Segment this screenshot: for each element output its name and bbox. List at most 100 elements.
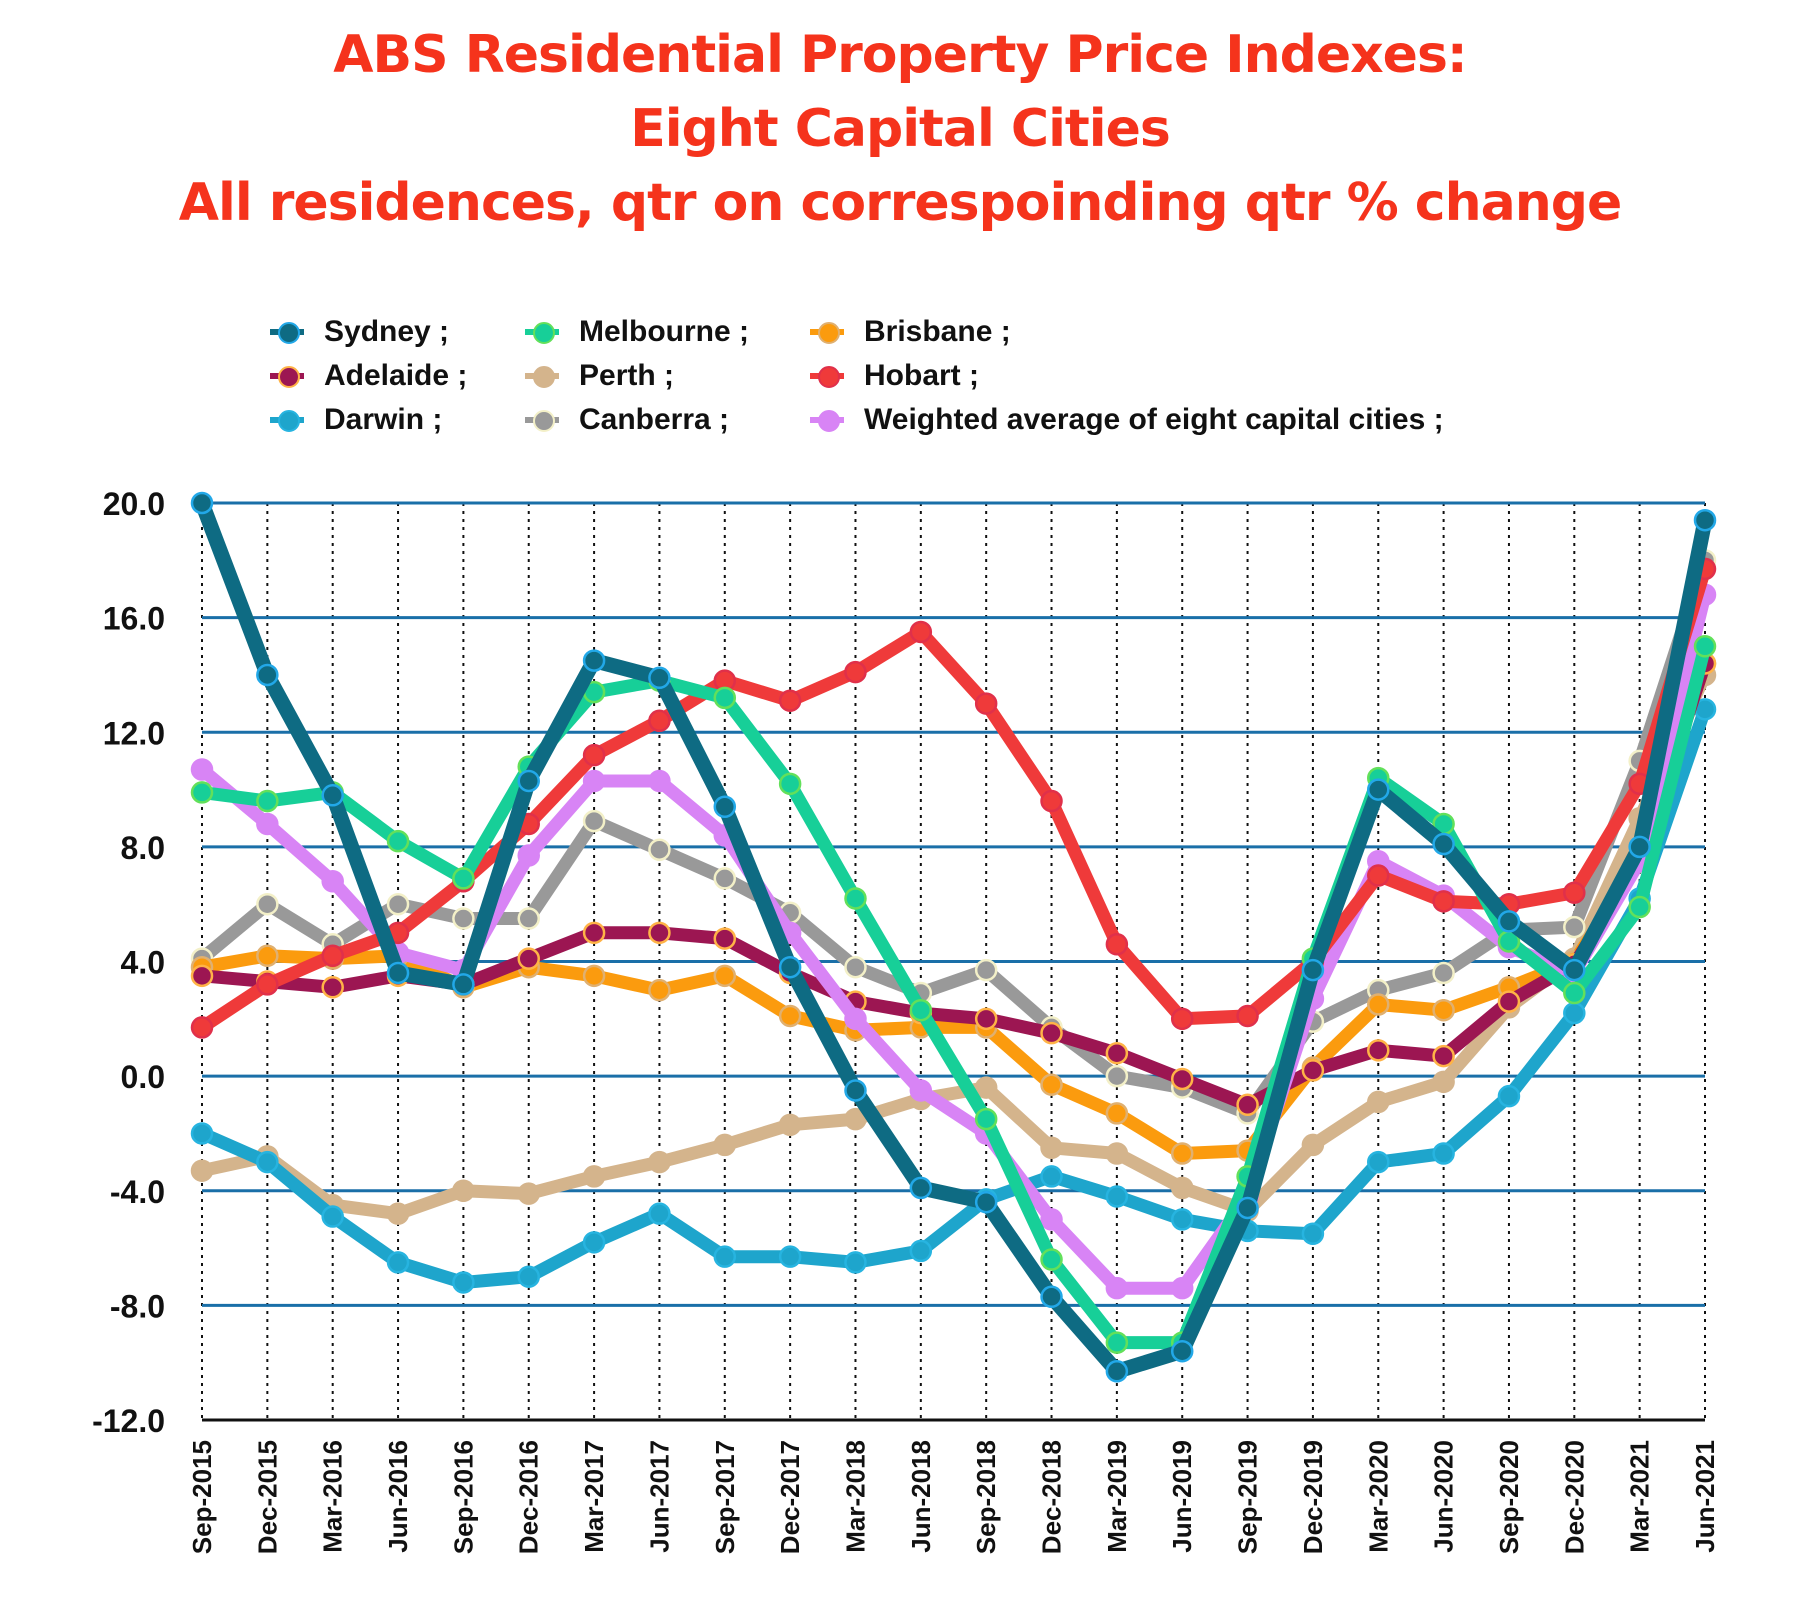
data-point — [517, 844, 540, 867]
legend-marker-icon — [525, 356, 559, 396]
data-point — [844, 887, 867, 910]
data-point — [452, 867, 475, 890]
x-tick-label: Dec-2020 — [1559, 1440, 1589, 1554]
data-point — [778, 1113, 802, 1137]
data-point — [1040, 1136, 1063, 1160]
data-point — [517, 769, 540, 793]
data-point — [1563, 915, 1586, 939]
legend-item: Sydney ; — [270, 312, 449, 352]
x-tick-label: Sep-2020 — [1494, 1440, 1524, 1554]
data-point — [974, 1107, 998, 1131]
data-point — [778, 772, 802, 796]
data-point — [909, 1176, 933, 1200]
data-point — [582, 1231, 606, 1254]
data-point — [1105, 1142, 1129, 1165]
data-point — [1170, 1208, 1194, 1231]
legend-label: Hobart ; — [864, 359, 979, 392]
legend-marker-icon — [270, 356, 304, 396]
data-point — [778, 1004, 802, 1028]
data-point — [256, 812, 279, 836]
data-point — [190, 1016, 214, 1039]
data-point — [1432, 1142, 1455, 1165]
chart-title-line-3: All residences, qtr on correspoinding qt… — [178, 173, 1623, 233]
data-point — [190, 758, 214, 781]
data-point — [1105, 1360, 1129, 1383]
x-tick-label: Jun-2020 — [1429, 1440, 1459, 1553]
y-tick-label: 0.0 — [121, 1059, 165, 1095]
data-point — [256, 892, 279, 916]
data-point — [517, 907, 540, 930]
legend-marker-icon — [270, 312, 304, 352]
data-point — [1105, 933, 1129, 956]
data-point — [844, 955, 867, 979]
x-tick-label: Dec-2017 — [775, 1440, 805, 1554]
x-tick-label: Jun-2016 — [383, 1440, 413, 1553]
data-point — [844, 1107, 867, 1131]
data-point — [713, 1245, 737, 1268]
data-point — [1105, 1331, 1129, 1354]
data-point — [713, 795, 737, 819]
data-point — [648, 1150, 671, 1174]
data-point — [974, 1190, 998, 1214]
data-point — [1105, 1185, 1129, 1208]
data-point — [1170, 1276, 1194, 1300]
y-tick-label: -8.0 — [110, 1288, 165, 1324]
data-point — [778, 689, 802, 712]
data-point — [1693, 508, 1717, 532]
data-point — [844, 660, 867, 684]
data-point — [517, 1182, 540, 1205]
data-point — [1236, 1093, 1259, 1117]
data-point — [713, 927, 737, 950]
data-point — [582, 809, 606, 833]
data-point — [1628, 835, 1651, 859]
legend-marker-icon — [810, 356, 844, 396]
x-tick-label: Dec-2019 — [1298, 1440, 1328, 1554]
data-point — [452, 1271, 475, 1294]
data-point — [1563, 958, 1586, 982]
legend-label: Melbourne ; — [579, 315, 749, 348]
legend-marker-icon — [270, 400, 304, 440]
x-tick-label: Dec-2016 — [514, 1440, 544, 1554]
data-point — [321, 870, 344, 893]
data-point — [1040, 789, 1063, 813]
data-point — [1301, 1059, 1325, 1082]
x-tick-label: Sep-2019 — [1233, 1440, 1263, 1554]
data-point — [1105, 1041, 1129, 1065]
series-line — [194, 495, 1713, 1379]
data-point — [386, 1251, 410, 1274]
series-layer — [190, 491, 1717, 1383]
data-point — [1170, 1176, 1194, 1200]
data-point — [713, 867, 737, 890]
data-point — [1497, 990, 1521, 1013]
data-point — [256, 789, 279, 813]
data-point — [1367, 1090, 1390, 1114]
data-point — [1367, 778, 1390, 801]
data-point — [190, 964, 214, 988]
legend-label: Brisbane ; — [864, 315, 1011, 348]
data-point — [1432, 1044, 1455, 1068]
series-sydney — [190, 491, 1717, 1383]
data-point — [1040, 1073, 1063, 1096]
x-tick-label: Mar-2016 — [318, 1440, 348, 1553]
data-point — [582, 921, 606, 945]
data-point — [1040, 1208, 1063, 1231]
series-line — [195, 702, 1712, 1289]
data-point — [1040, 1248, 1063, 1271]
data-point — [648, 769, 671, 793]
data-point — [1170, 1067, 1194, 1091]
data-point — [1040, 1285, 1063, 1309]
data-point — [256, 973, 279, 996]
data-point — [517, 1265, 540, 1288]
series-line — [195, 668, 1712, 1221]
x-tick-label: Sep-2015 — [187, 1440, 217, 1554]
y-tick-label: 8.0 — [121, 830, 165, 866]
data-point — [648, 978, 671, 1002]
x-tick-label: Dec-2018 — [1037, 1440, 1067, 1554]
x-tick-label: Jun-2019 — [1167, 1440, 1197, 1553]
data-point — [1105, 1276, 1129, 1300]
data-point — [582, 743, 606, 767]
chart-title: ABS Residential Property Price Indexes: … — [0, 18, 1800, 240]
data-point — [1563, 981, 1586, 1005]
legend-label: Darwin ; — [324, 403, 443, 436]
